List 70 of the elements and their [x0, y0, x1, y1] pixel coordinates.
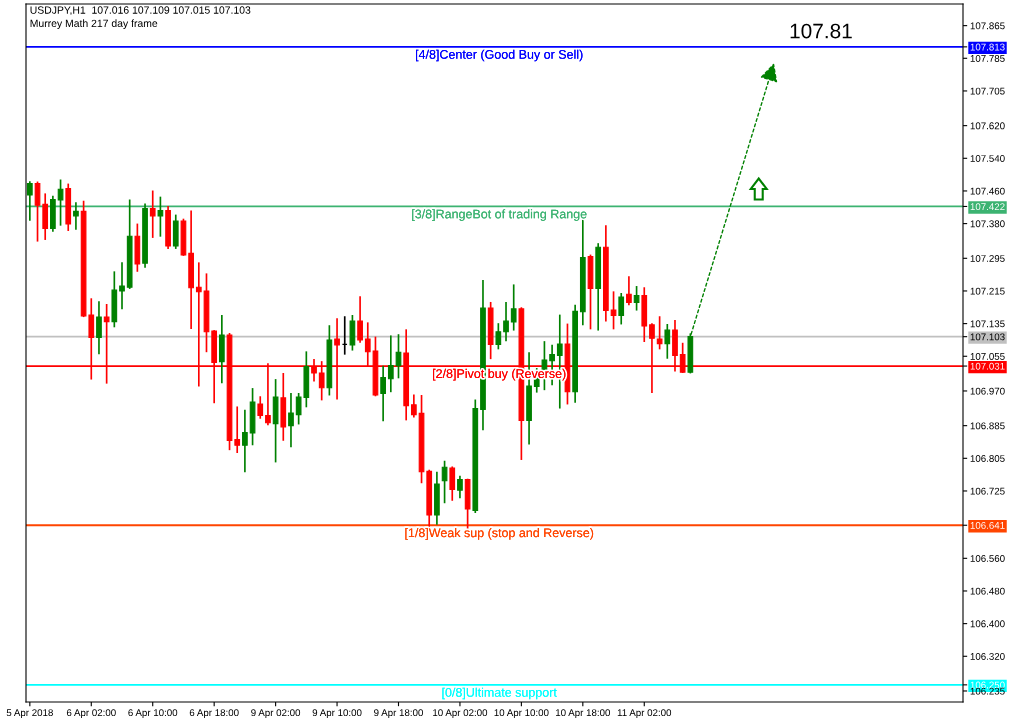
ref-line-label: [4/8]Center (Good Buy or Sell): [416, 49, 583, 62]
candlestick: [96, 301, 102, 355]
y-tick-label: 107.295: [970, 255, 1005, 262]
ref-line-label: [1/8]Weak sup (stop and Reverse): [405, 528, 594, 540]
text: Murrey Math 217 day frame: [30, 19, 158, 30]
y-tick-label: 107.813: [970, 43, 1005, 51]
candlestick: [610, 291, 617, 330]
y-tick-label: 106.320: [970, 653, 1005, 660]
y-tick-label: 107.705: [970, 87, 1005, 95]
x-tick-label: 10 Apr 10:00: [494, 709, 549, 718]
candlestick: [656, 316, 663, 350]
ref-line-label: [0/8]Ultimate support: [442, 687, 557, 700]
candlestick: [664, 324, 671, 359]
candlestick: [495, 323, 502, 350]
y-tick-label: 107.135: [970, 320, 1005, 328]
x-tick-label: 6 Apr 18:00: [189, 709, 239, 718]
x-tick-label: 10 Apr 18:00: [556, 709, 611, 718]
chart-title: USDJPY,H1 107.016 107.109 107.015 107.103: [30, 6, 251, 15]
candlestick: [73, 202, 79, 230]
candlestick: [57, 179, 64, 226]
x-tick-label: 9 Apr 10:00: [312, 709, 362, 718]
y-tick-label: 106.885: [970, 422, 1005, 430]
candlestick: [257, 396, 264, 419]
candlestick: [449, 466, 456, 501]
candlestick: [149, 190, 156, 238]
candlestick: [119, 262, 125, 310]
candlestick: [157, 196, 164, 237]
candlestick: [380, 365, 386, 422]
candlestick: [349, 315, 356, 351]
y-tick-label: 107.540: [970, 155, 1005, 162]
candlestick: [387, 335, 394, 393]
candlestick: [242, 409, 248, 473]
y-tick-label: 106.970: [970, 387, 1005, 395]
candlestick: [618, 292, 625, 325]
candlestick: [626, 276, 632, 306]
y-tick-label: 106.480: [970, 587, 1005, 595]
x-tick-label: 6 Apr 10:00: [128, 709, 178, 718]
y-tick-label: 107.422: [970, 203, 1005, 211]
y-tick-label: 107.785: [970, 55, 1005, 62]
y-tick-label: 106.725: [970, 487, 1005, 495]
candlestick: [26, 181, 33, 221]
candlestick: [457, 475, 463, 499]
candlestick: [510, 284, 517, 331]
y-tick-label: 106.805: [970, 455, 1005, 462]
y-tick-label: 107.055: [970, 353, 1005, 360]
x-tick-label: 9 Apr 18:00: [374, 709, 423, 718]
annotation: 107.81: [790, 23, 852, 39]
x-tick-label: 11 Apr 02:00: [617, 709, 672, 718]
y-tick-label: 107.460: [970, 187, 1005, 195]
candlestick: [410, 394, 417, 418]
x-tick-label: 6 Apr 02:00: [66, 709, 116, 718]
y-tick-label: 106.641: [970, 521, 1005, 529]
y-tick-label: 107.031: [970, 362, 1005, 370]
x-tick-label: 5 Apr 2018: [6, 709, 53, 718]
candlestick: [441, 460, 448, 504]
candlestick: [633, 286, 640, 311]
y-tick-label: 107.103: [970, 333, 1005, 341]
y-tick-label: 107.620: [970, 122, 1005, 130]
x-tick-label: 10 Apr 02:00: [433, 709, 488, 718]
y-tick-label: 107.865: [970, 22, 1005, 30]
y-tick-label: 107.215: [970, 287, 1005, 295]
y-tick-label: 106.560: [970, 555, 1005, 562]
x-tick-label: 9 Apr 02:00: [251, 709, 301, 718]
candlestick: [357, 296, 363, 343]
y-tick-label: 106.400: [970, 620, 1005, 628]
candlestick: [503, 301, 509, 342]
y-tick-label: 107.380: [970, 220, 1005, 228]
candlestick: [288, 392, 294, 448]
candlestick: [234, 406, 241, 454]
y-tick-label: 106.250: [970, 681, 1005, 689]
